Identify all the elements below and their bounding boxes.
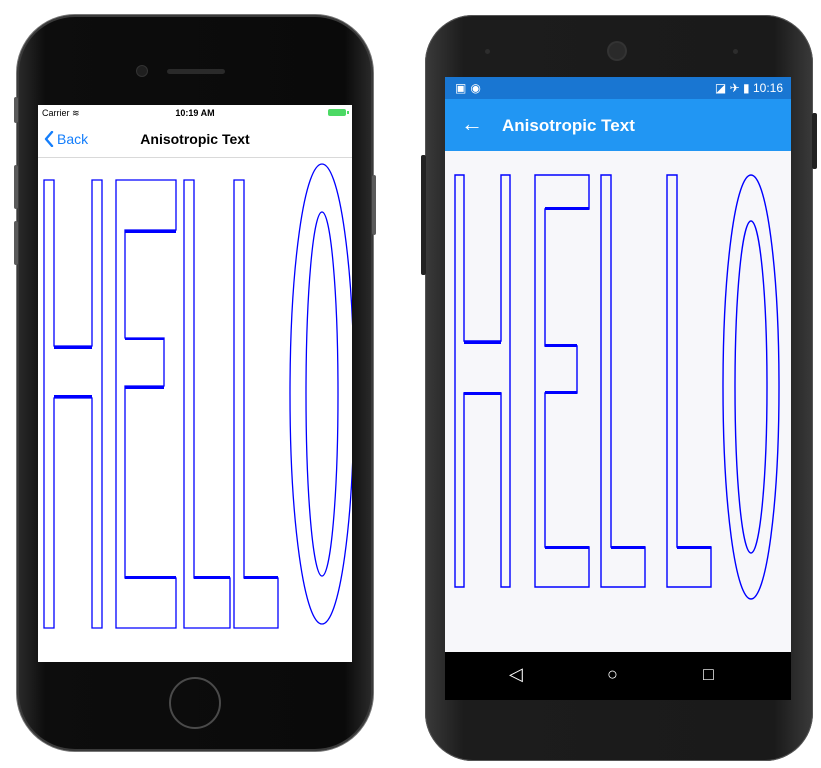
- battery-icon: [328, 109, 349, 116]
- back-arrow-icon[interactable]: ←: [461, 111, 483, 136]
- volume-down-button: [14, 221, 18, 265]
- letter-h: [43, 179, 103, 629]
- ios-screen: Carrier ≋ 10:19 AM Back Anisotropic Text: [38, 105, 352, 662]
- front-camera: [609, 43, 625, 59]
- wifi-icon: ≋: [72, 108, 80, 118]
- no-sim-icon: ◪: [714, 81, 727, 95]
- letter-o-inner: [734, 220, 768, 554]
- letter-l-2: [666, 174, 712, 588]
- airplane-icon: ✈: [729, 81, 740, 95]
- chevron-left-icon: [44, 131, 54, 147]
- power-button: [372, 175, 376, 235]
- letter-h: [454, 174, 511, 588]
- status-time: 10:16: [752, 81, 783, 95]
- letter-l-1: [600, 174, 646, 588]
- image-icon: ▣: [455, 81, 471, 95]
- letter-o-outer: [722, 174, 780, 600]
- android-screen: ▣◉ ◪ ✈ ▮ 10:16 ← Anisotropic Text: [445, 77, 791, 700]
- hello-outline-text: [454, 174, 780, 600]
- letter-l-2: [233, 179, 279, 629]
- letter-e: [115, 179, 177, 629]
- notification-icons: ▣◉: [455, 81, 485, 95]
- letter-o-inner: [305, 211, 339, 577]
- letter-o-outer: [289, 163, 352, 625]
- page-title: Anisotropic Text: [502, 116, 635, 135]
- earpiece-speaker: [167, 69, 225, 74]
- back-label: Back: [57, 131, 89, 147]
- recents-square-icon[interactable]: □: [703, 664, 714, 684]
- home-button[interactable]: [169, 677, 221, 729]
- hello-outline-text: [43, 163, 352, 629]
- iphone-device: Carrier ≋ 10:19 AM Back Anisotropic Text: [14, 15, 376, 751]
- android-device: ▣◉ ◪ ✈ ▮ 10:16 ← Anisotropic Text: [421, 15, 817, 761]
- home-circle-icon[interactable]: ○: [607, 664, 618, 684]
- letter-e: [534, 174, 590, 588]
- battery-icon: ▮: [743, 81, 750, 95]
- status-right: ◪ ✈ ▮ 10:16: [715, 81, 783, 95]
- ios-status-bar: Carrier ≋ 10:19 AM: [38, 105, 352, 121]
- android-status-bar: ▣◉ ◪ ✈ ▮ 10:16: [445, 77, 791, 99]
- back-triangle-icon[interactable]: ◁: [509, 664, 523, 684]
- front-camera: [137, 66, 147, 76]
- letter-l-1: [183, 179, 231, 629]
- power-button: [812, 113, 817, 169]
- carrier-label: Carrier ≋: [42, 108, 80, 118]
- sensor-dot: [733, 49, 738, 54]
- navigation-bar: Back Anisotropic Text: [38, 121, 352, 158]
- app-bar: ← Anisotropic Text: [445, 99, 791, 151]
- mute-switch: [14, 97, 18, 123]
- volume-up-button: [14, 165, 18, 209]
- android-icon: ◉: [470, 81, 485, 95]
- back-button[interactable]: Back: [44, 131, 88, 147]
- sensor-dot: [485, 49, 490, 54]
- android-nav-bar: ◁ ○ □: [445, 652, 791, 700]
- volume-rocker: [421, 155, 426, 275]
- status-time: 10:19 AM: [175, 108, 215, 118]
